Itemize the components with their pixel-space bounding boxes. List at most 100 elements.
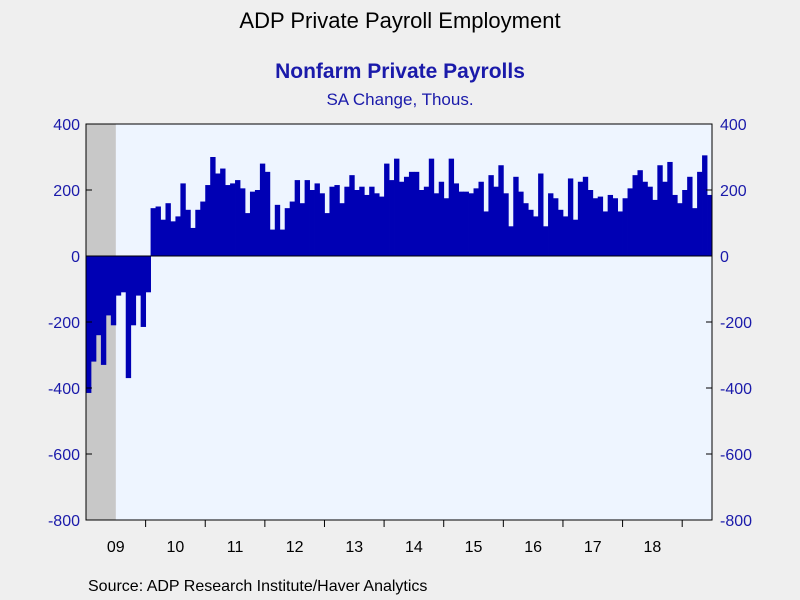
bar: [324, 213, 330, 256]
bar: [498, 165, 504, 256]
bar: [433, 193, 440, 256]
bar: [488, 175, 494, 256]
y-tick-label-left: -600: [48, 447, 80, 464]
bar: [448, 158, 455, 256]
bar: [344, 186, 350, 256]
bar: [468, 193, 474, 256]
bar: [230, 183, 236, 256]
bar: [170, 221, 176, 256]
y-tick-label-right: -200: [720, 315, 752, 332]
bar: [309, 190, 315, 256]
y-tick-label-right: 200: [720, 183, 747, 200]
bar: [389, 180, 395, 256]
y-tick-label-left: 200: [53, 183, 80, 200]
bar: [528, 209, 534, 256]
bar: [369, 186, 375, 256]
bar: [165, 203, 171, 256]
y-tick-label-left: 400: [53, 117, 80, 134]
bar: [523, 203, 529, 256]
bar: [657, 165, 663, 256]
bar: [607, 194, 614, 256]
bar: [602, 211, 609, 256]
bar: [533, 216, 539, 256]
bar: [284, 208, 291, 256]
bar: [408, 171, 415, 256]
chart-subtitle: Nonfarm Private Payrolls: [275, 60, 525, 83]
bar: [612, 198, 619, 256]
bar: [597, 196, 604, 256]
bar: [394, 158, 400, 256]
bar: [110, 256, 117, 326]
bar: [518, 191, 524, 256]
y-tick-label-left: -400: [48, 381, 80, 398]
bar: [115, 256, 122, 296]
x-tick-label: 18: [643, 539, 661, 556]
bar: [225, 185, 231, 256]
y-tick-label-right: -400: [720, 381, 752, 398]
bar: [264, 171, 271, 256]
bar: [120, 256, 127, 293]
bar: [622, 198, 628, 256]
bar: [453, 183, 460, 256]
bar: [443, 198, 450, 256]
bar: [140, 256, 147, 327]
bar: [493, 186, 499, 256]
bar: [562, 216, 569, 256]
bar: [235, 180, 241, 256]
bar: [557, 209, 564, 256]
bar: [677, 203, 683, 256]
chart-units: SA Change, Thous.: [326, 90, 474, 109]
bar: [662, 181, 668, 256]
bar: [339, 203, 345, 256]
bar: [150, 208, 156, 256]
bar: [423, 186, 430, 256]
bar: [567, 178, 574, 256]
bar: [503, 193, 509, 256]
bar: [582, 176, 589, 256]
bar: [125, 256, 132, 379]
bar: [299, 203, 306, 256]
bar: [538, 173, 544, 256]
y-axis-left: 400 200 0 -200 -400 -600 -800: [48, 117, 92, 530]
bar: [319, 193, 325, 256]
bar: [195, 209, 201, 256]
bar: [274, 204, 281, 256]
bar: [483, 211, 489, 256]
bar: [200, 201, 206, 256]
y-tick-label-right: 400: [720, 117, 747, 134]
x-tick-label: 14: [405, 539, 423, 556]
bar: [473, 188, 479, 256]
bar: [652, 199, 658, 256]
bar: [259, 163, 266, 256]
bar: [667, 161, 673, 256]
y-tick-label-right: -600: [720, 447, 752, 464]
bar: [294, 180, 301, 256]
bar: [413, 171, 420, 256]
x-tick-label: 11: [227, 539, 244, 556]
bar: [244, 213, 251, 256]
bar: [577, 181, 584, 256]
bar: [647, 186, 653, 256]
bar: [135, 256, 142, 296]
bar: [180, 183, 186, 256]
bar: [428, 158, 435, 256]
bar: [418, 190, 425, 256]
bar: [403, 176, 410, 256]
bar: [359, 186, 365, 256]
bar: [374, 193, 380, 256]
bar: [185, 209, 191, 256]
bar: [90, 256, 97, 362]
bar: [697, 171, 703, 256]
bar: [205, 185, 211, 256]
bar: [682, 190, 688, 256]
y-tick-label-right: 0: [720, 249, 729, 266]
bar: [692, 208, 698, 256]
bar: [155, 206, 161, 256]
bar: [463, 191, 469, 256]
bar: [210, 157, 216, 256]
bar-layer: [86, 155, 713, 393]
bar: [240, 188, 246, 256]
bar: [105, 256, 112, 316]
bar: [269, 229, 276, 256]
